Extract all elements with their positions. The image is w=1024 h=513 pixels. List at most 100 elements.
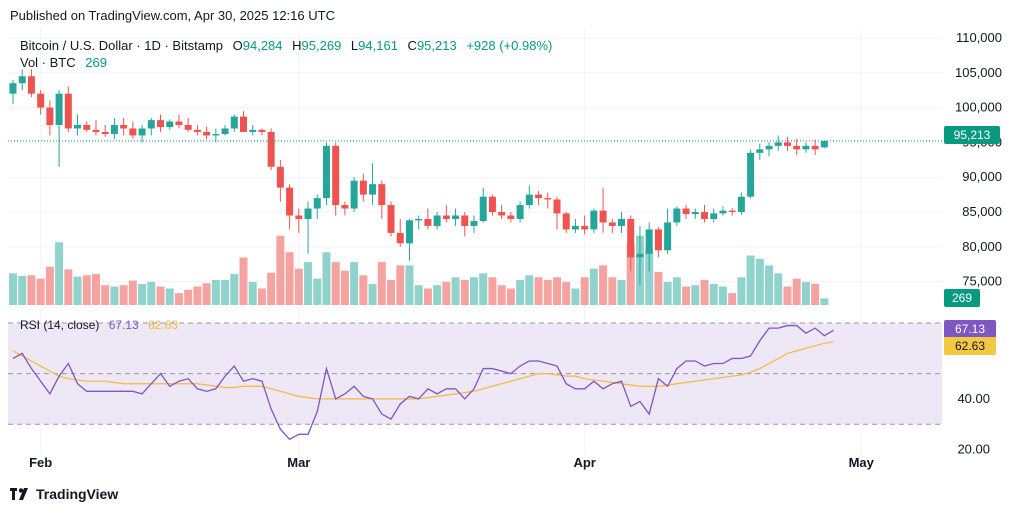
- high-label: H: [292, 38, 301, 53]
- volume-value: 269: [85, 55, 107, 70]
- volume-bar: [257, 288, 266, 305]
- rsi-badge-text: 67.13: [955, 322, 985, 336]
- candle-body: [682, 208, 690, 215]
- candle-body: [608, 222, 616, 226]
- volume-bar: [387, 279, 396, 305]
- volume-bar: [230, 273, 239, 305]
- volume-badge-text: 269: [952, 291, 972, 305]
- price-tick-label: 100,000: [955, 100, 1002, 115]
- candle-body: [747, 152, 755, 197]
- candle-body: [535, 194, 543, 199]
- volume-bar: [488, 277, 497, 305]
- rsi-ma-line: [12, 341, 834, 400]
- volume-bar: [525, 275, 534, 305]
- candle-body: [571, 225, 579, 230]
- price-tick-label: 90,000: [962, 169, 1002, 184]
- candle-body: [46, 107, 54, 125]
- volume-bar: [765, 265, 774, 305]
- close-value: 95,213: [417, 38, 457, 53]
- candle-body: [175, 121, 183, 125]
- close-label: C: [408, 38, 417, 53]
- volume-bar: [414, 285, 423, 305]
- candle-body: [64, 93, 72, 129]
- rsi-label: RSI (14, close): [20, 318, 99, 332]
- candle-body: [212, 134, 220, 136]
- tradingview-logo[interactable]: TradingView: [10, 486, 118, 502]
- candle-body: [221, 128, 229, 135]
- volume-bar: [350, 262, 359, 305]
- candle-body: [728, 210, 736, 213]
- volume-bar: [479, 273, 488, 305]
- candle-body: [618, 218, 626, 226]
- volume-bar: [147, 281, 156, 305]
- chart-area[interactable]: 110,000105,000100,00095,00090,00085,0008…: [0, 0, 1024, 480]
- symbol-label: Bitcoin / U.S. Dollar · 1D · Bitstamp: [20, 38, 223, 53]
- candle-body: [332, 145, 340, 206]
- candle-body: [258, 129, 266, 132]
- candle-body: [83, 124, 91, 130]
- candle-body: [147, 120, 155, 129]
- rsi-line: [12, 324, 834, 441]
- rsi-badge: 67.13: [944, 320, 996, 338]
- volume-bar: [396, 265, 405, 305]
- candle-body: [18, 76, 26, 84]
- volume-bar: [433, 285, 442, 305]
- low-value: 94,161: [358, 38, 398, 53]
- volume-bar: [580, 277, 589, 305]
- candle-body: [756, 149, 764, 153]
- high-value: 95,269: [302, 38, 342, 53]
- candle-body: [461, 215, 469, 226]
- candle-body: [793, 145, 801, 150]
- candle-body: [774, 142, 782, 146]
- candle-body: [562, 213, 570, 230]
- rsi-tick-label: 20.00: [957, 441, 990, 456]
- x-tick-label: May: [849, 455, 875, 470]
- candle-body: [405, 220, 413, 244]
- volume-bar: [101, 285, 110, 305]
- axes: 110,000105,000100,00095,00090,00085,0008…: [29, 30, 1002, 470]
- volume-bar: [497, 285, 506, 305]
- candle-body: [627, 218, 635, 258]
- candle-body: [701, 212, 708, 219]
- candle-body: [424, 218, 432, 226]
- volume-bar: [663, 281, 672, 305]
- volume-bar: [9, 273, 17, 305]
- candle-body: [433, 215, 441, 226]
- candle-body: [193, 129, 201, 132]
- candle-body: [166, 121, 174, 128]
- candle-body: [295, 215, 303, 219]
- candle-body: [516, 205, 524, 219]
- candle-body: [553, 199, 561, 214]
- volume-bar: [709, 283, 718, 305]
- candle-body: [92, 129, 100, 132]
- volume-bar: [304, 262, 313, 305]
- candle-body: [737, 196, 745, 213]
- volume-bar: [331, 262, 340, 305]
- volume-bar: [783, 286, 792, 305]
- volume-bar: [691, 285, 700, 305]
- volume-bar: [654, 272, 663, 305]
- candles: [8, 69, 942, 286]
- volume-bar: [202, 283, 211, 305]
- volume-bar: [746, 255, 755, 305]
- volume-bar: [617, 279, 626, 305]
- candle-body: [138, 128, 146, 136]
- volume-bar: [211, 279, 220, 305]
- candle-body: [184, 124, 192, 130]
- volume-bar: [451, 277, 460, 305]
- rsi-tick-label: 40.00: [957, 391, 990, 406]
- volume-bar: [728, 293, 737, 305]
- price-legend: Bitcoin / U.S. Dollar · 1D · Bitstamp O9…: [20, 38, 552, 53]
- x-tick-label: Apr: [573, 455, 595, 470]
- candle-body: [599, 210, 607, 223]
- volume-bar: [442, 281, 451, 305]
- volume-bar: [156, 286, 165, 305]
- candle-body: [765, 145, 773, 150]
- volume-bar: [405, 265, 414, 305]
- volume-bar: [359, 275, 368, 305]
- change-value: +928 (+0.98%): [466, 38, 552, 53]
- volume-bar: [589, 268, 598, 305]
- volume-bar: [792, 278, 801, 305]
- candle-body: [359, 180, 367, 195]
- volume-bar: [599, 265, 608, 305]
